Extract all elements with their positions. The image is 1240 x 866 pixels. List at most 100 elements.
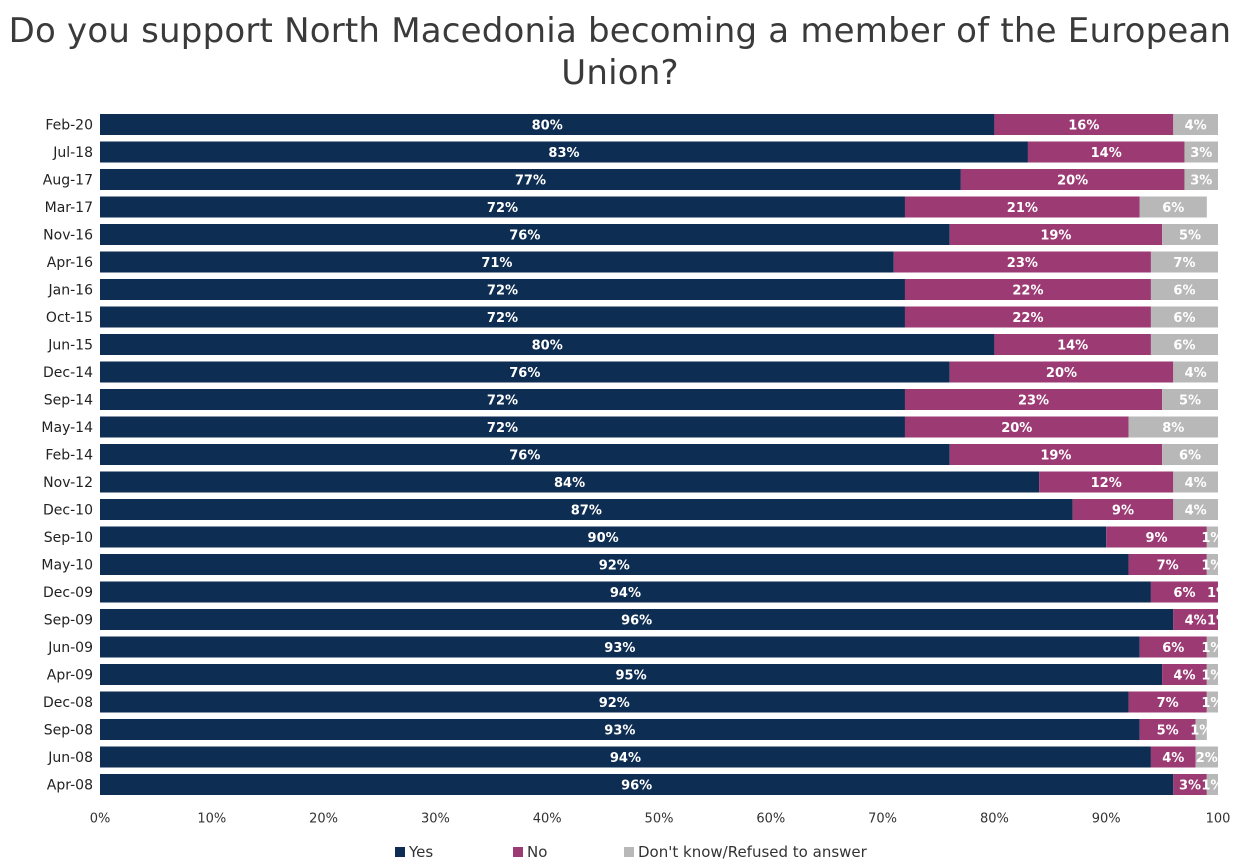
data-label: 22% bbox=[1012, 284, 1043, 299]
category-label: Apr-08 bbox=[47, 778, 93, 794]
data-label: 23% bbox=[1018, 394, 1049, 409]
legend-label-yes: Yes bbox=[408, 843, 433, 861]
x-tick-label: 90% bbox=[1092, 812, 1121, 827]
bar-segment-don-t-know-refused-to-answer bbox=[1173, 471, 1218, 493]
bar-segment-don-t-know-refused-to-answer bbox=[1195, 719, 1207, 740]
bar-segment-no bbox=[1072, 499, 1174, 520]
x-tick-label: 60% bbox=[756, 812, 785, 827]
category-label: Jun-15 bbox=[47, 338, 93, 354]
data-label: 4% bbox=[1173, 669, 1195, 684]
bar-segment-yes bbox=[100, 334, 995, 355]
bar-segment-don-t-know-refused-to-answer bbox=[1150, 306, 1218, 328]
data-label: 21% bbox=[1007, 201, 1038, 216]
data-label: 2% bbox=[1196, 751, 1218, 766]
data-label: 1% bbox=[1207, 614, 1229, 629]
data-label: 9% bbox=[1145, 531, 1167, 546]
bar-segment-yes bbox=[100, 609, 1174, 630]
bar-segment-don-t-know-refused-to-answer bbox=[1184, 141, 1218, 163]
bar-segment-no bbox=[893, 251, 1151, 273]
bar-segment-don-t-know-refused-to-answer bbox=[1206, 664, 1218, 685]
category-label: Feb-20 bbox=[45, 118, 93, 134]
bar-segment-yes bbox=[100, 664, 1163, 685]
data-label: 1% bbox=[1201, 779, 1223, 794]
bar-segment-yes bbox=[100, 251, 894, 273]
category-label: Nov-12 bbox=[43, 475, 93, 491]
category-label: Feb-14 bbox=[45, 448, 93, 464]
bar-segment-yes bbox=[100, 306, 905, 328]
bar-segment-don-t-know-refused-to-answer bbox=[1173, 114, 1218, 135]
data-label: 1% bbox=[1190, 724, 1212, 739]
data-label: 93% bbox=[604, 724, 635, 739]
data-label: 16% bbox=[1068, 119, 1099, 134]
x-tick-label: 30% bbox=[421, 812, 450, 827]
bar-segment-no bbox=[960, 169, 1185, 190]
bar-segment-yes bbox=[100, 774, 1174, 795]
category-label: Oct-15 bbox=[46, 310, 93, 326]
data-label: 72% bbox=[487, 394, 518, 409]
data-label: 1% bbox=[1201, 641, 1223, 656]
data-label: 84% bbox=[554, 476, 585, 491]
category-label: Jan-16 bbox=[48, 283, 94, 299]
data-label: 92% bbox=[599, 696, 630, 711]
x-tick-label: 40% bbox=[533, 812, 562, 827]
bar-segment-no bbox=[1106, 526, 1207, 548]
data-label: 4% bbox=[1185, 614, 1207, 629]
bar-segment-don-t-know-refused-to-answer bbox=[1206, 774, 1218, 795]
data-label: 77% bbox=[515, 174, 546, 189]
data-label: 19% bbox=[1040, 229, 1071, 244]
data-label: 3% bbox=[1190, 146, 1212, 161]
data-label: 4% bbox=[1185, 504, 1207, 519]
data-label: 95% bbox=[615, 669, 646, 684]
bar-segment-no bbox=[1162, 664, 1207, 685]
bar-segment-don-t-know-refused-to-answer bbox=[1150, 334, 1218, 355]
data-label: 72% bbox=[487, 201, 518, 216]
data-label: 14% bbox=[1091, 146, 1122, 161]
bar-segment-no bbox=[904, 416, 1129, 438]
bar-segment-don-t-know-refused-to-answer bbox=[1206, 691, 1218, 713]
category-label: Sep-10 bbox=[44, 530, 93, 546]
data-label: 4% bbox=[1162, 751, 1184, 766]
category-label: Dec-08 bbox=[43, 695, 93, 711]
category-label: May-14 bbox=[41, 420, 93, 436]
bar-segment-yes bbox=[100, 114, 995, 135]
x-tick-label: 20% bbox=[309, 812, 338, 827]
bar-segment-yes bbox=[100, 389, 905, 410]
category-label: Sep-14 bbox=[44, 393, 93, 409]
data-label: 72% bbox=[487, 311, 518, 326]
category-label: Dec-10 bbox=[43, 503, 93, 519]
data-label: 3% bbox=[1179, 779, 1201, 794]
bar-segment-don-t-know-refused-to-answer bbox=[1173, 499, 1218, 520]
data-label: 96% bbox=[621, 614, 652, 629]
bar-segment-yes bbox=[100, 746, 1151, 768]
x-tick-label: 0% bbox=[90, 812, 111, 827]
legend-swatch-no bbox=[513, 847, 523, 857]
bar-segment-no bbox=[1139, 719, 1196, 740]
data-label: 7% bbox=[1173, 256, 1195, 271]
bar-segment-yes bbox=[100, 636, 1140, 658]
bar-segment-don-t-know-refused-to-answer bbox=[1206, 636, 1218, 658]
data-label: 96% bbox=[621, 779, 652, 794]
data-label: 9% bbox=[1112, 504, 1134, 519]
bar-segment-no bbox=[904, 389, 1163, 410]
bar-segment-yes bbox=[100, 416, 905, 438]
bar-segment-yes bbox=[100, 471, 1040, 493]
category-label: May-10 bbox=[41, 558, 93, 574]
data-label: 6% bbox=[1173, 284, 1195, 299]
data-label: 1% bbox=[1201, 669, 1223, 684]
bar-segment-don-t-know-refused-to-answer bbox=[1162, 444, 1218, 465]
data-label: 22% bbox=[1012, 311, 1043, 326]
bar-segment-don-t-know-refused-to-answer bbox=[1162, 389, 1218, 410]
data-label: 20% bbox=[1001, 421, 1032, 436]
x-tick-label: 70% bbox=[868, 812, 897, 827]
data-label: 72% bbox=[487, 284, 518, 299]
data-label: 6% bbox=[1162, 201, 1184, 216]
data-label: 76% bbox=[509, 229, 540, 244]
data-label: 6% bbox=[1173, 339, 1195, 354]
data-label: 80% bbox=[532, 339, 563, 354]
bar-segment-no bbox=[1128, 554, 1207, 575]
bar-segment-no bbox=[1173, 609, 1218, 630]
data-label: 5% bbox=[1157, 724, 1179, 739]
data-label: 72% bbox=[487, 421, 518, 436]
bar-segment-no bbox=[1139, 636, 1207, 658]
bar-segment-yes bbox=[100, 224, 950, 245]
